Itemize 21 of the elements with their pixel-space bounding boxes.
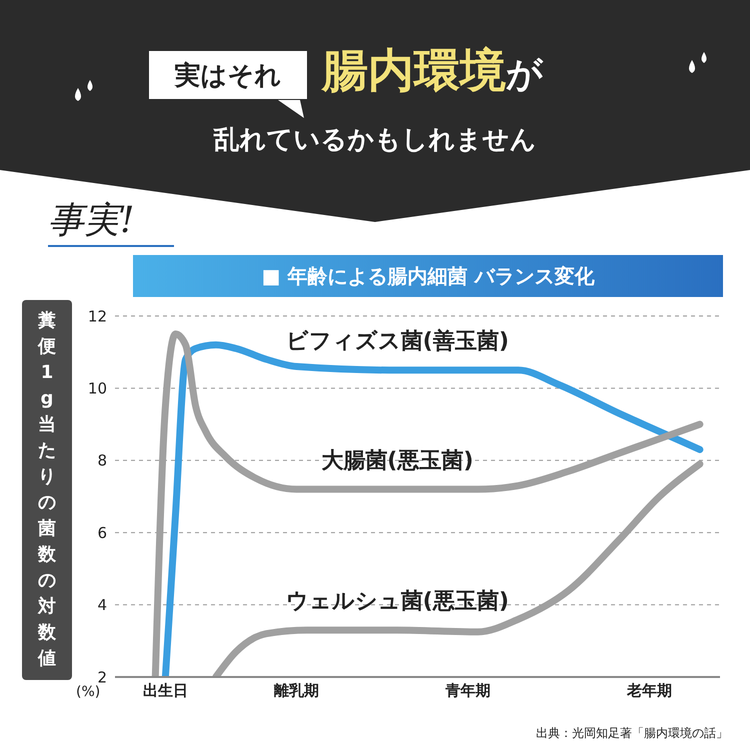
- y-tick-label: 10: [88, 380, 107, 398]
- chart-subtitle: 乱れているかもしれません: [212, 124, 538, 157]
- y-tick-label: 8: [97, 452, 107, 470]
- series-label: ビフィズス菌(善玉菌): [286, 328, 509, 354]
- source-note: 出典：光岡知足著「腸内環境の話」: [536, 725, 728, 742]
- y-tick-label: 2: [97, 668, 107, 686]
- series-label: ウェルシュ菌(悪玉菌): [286, 589, 509, 614]
- x-tick-label: 離乳期: [273, 682, 319, 700]
- series-label: 大腸菌(悪玉菌): [321, 448, 474, 474]
- x-tick-label: 出生日: [142, 682, 188, 700]
- text: ■ 年齢による腸内細菌 バランス変化: [133, 255, 723, 297]
- text: 糞便1g当たりの菌数の対数値: [38, 310, 56, 669]
- text: 実はそれ: [148, 50, 308, 100]
- chart-title: 腸内環境が: [322, 43, 543, 97]
- y-tick-label: 6: [97, 524, 107, 542]
- y-tick-label: 12: [88, 307, 107, 326]
- text: (%): [76, 684, 100, 700]
- x-tick-label: 青年期: [444, 682, 490, 700]
- y-tick-label: 4: [97, 596, 107, 614]
- x-tick-label: 老年期: [626, 682, 672, 700]
- text: 事実!: [48, 196, 174, 247]
